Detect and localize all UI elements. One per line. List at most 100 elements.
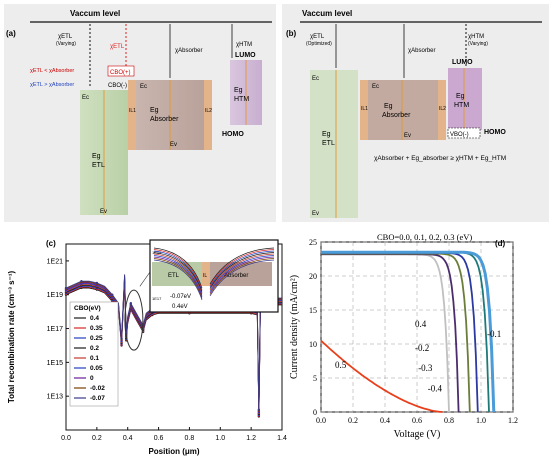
cbo-pos-box bbox=[107, 65, 135, 77]
etl-eg-label: Eg bbox=[92, 153, 101, 160]
lumo-label: LUMO bbox=[235, 52, 256, 59]
y-tick-label: 10 bbox=[309, 340, 317, 349]
etl-ev-label-b: Ev bbox=[312, 211, 319, 217]
x-tick-label: 0.2 bbox=[348, 416, 358, 425]
il2-label: IL2 bbox=[205, 108, 212, 114]
chi-etl-label: χETL bbox=[58, 34, 73, 40]
x-tick-label: 0.8 bbox=[444, 416, 454, 425]
series-point bbox=[129, 301, 132, 305]
etl-name-label: ETL bbox=[92, 162, 105, 169]
series-point bbox=[257, 408, 261, 411]
chi-etl-red-label: χETL bbox=[110, 44, 125, 50]
x-tick-label: 0.8 bbox=[185, 435, 195, 442]
chi-htm-sub-label-b: (Varying) bbox=[468, 41, 488, 47]
x-axis-label: Voltage (V) bbox=[394, 429, 441, 440]
chi-etl-label-b: χETL bbox=[310, 34, 325, 40]
x-tick-label: 0.2 bbox=[92, 435, 102, 442]
etl-ev-label: Ev bbox=[100, 209, 107, 215]
inset-series-line bbox=[153, 256, 275, 298]
y-axis-label: Current density (mA/cm²) bbox=[289, 275, 300, 379]
absorber-block-b bbox=[368, 80, 438, 140]
inset-il-region bbox=[202, 262, 210, 286]
curve-label: -0.2 bbox=[415, 343, 429, 353]
inset-series-line bbox=[153, 253, 275, 295]
legend-entry: 0.35 bbox=[90, 325, 103, 332]
legend-entry: 0.2 bbox=[90, 345, 99, 352]
homo-label-b: HOMO bbox=[484, 129, 506, 136]
legend-entry: -0.02 bbox=[90, 385, 105, 392]
lumo-label-b: LUMO bbox=[452, 59, 473, 66]
series-point bbox=[64, 286, 68, 290]
series-point bbox=[111, 293, 114, 296]
curve-label: 0.5 bbox=[335, 360, 347, 370]
legend-entry: 0.25 bbox=[90, 335, 103, 342]
htm-block-b bbox=[448, 68, 482, 130]
y-tick-label: 25 bbox=[309, 238, 317, 247]
chi-absorber-label: χAbsorber bbox=[175, 48, 203, 54]
chi-etl-sub-label: (Varying) bbox=[56, 41, 76, 47]
inset-series-line bbox=[153, 250, 275, 292]
inset-absorber-label: Absorber bbox=[224, 273, 248, 279]
x-tick-label: 0.4 bbox=[123, 435, 133, 442]
y-tick-label: 1E15 bbox=[47, 360, 63, 367]
htm-eg-label: Eg bbox=[234, 87, 243, 94]
legend-title: CBO(eV) bbox=[74, 305, 101, 312]
series-point bbox=[80, 280, 83, 283]
inset-series-line bbox=[153, 255, 275, 296]
series-point bbox=[120, 337, 123, 340]
chi-htm-label: χHTM bbox=[236, 42, 252, 48]
x-tick-label: 0.4 bbox=[380, 416, 390, 425]
curve-label: -0.4 bbox=[428, 384, 443, 394]
inset-series-line bbox=[153, 247, 275, 289]
inset-series-line bbox=[153, 258, 275, 299]
y-tick-label: 15 bbox=[309, 306, 317, 315]
htm-eg-label-b: Eg bbox=[456, 93, 465, 100]
x-tick-label: 1.2 bbox=[246, 435, 256, 442]
inset-series-line bbox=[153, 259, 275, 301]
vacuum-level-label-b: Vaccum level bbox=[302, 9, 352, 18]
legend-entry: 0.05 bbox=[90, 365, 103, 372]
absorber-ev-label: Ev bbox=[170, 142, 177, 148]
x-tick-label: 1.4 bbox=[277, 435, 287, 442]
cbo-header-label: CBO=0.0, 0.1, 0.2, 0.3 (eV) bbox=[377, 232, 472, 242]
inset-series-line bbox=[153, 249, 275, 290]
absorber-name-label: Absorber bbox=[150, 116, 179, 123]
etl-eg-label-b: Eg bbox=[322, 131, 331, 138]
jv-series-line bbox=[320, 339, 443, 413]
series-point bbox=[95, 281, 99, 285]
legend-box bbox=[69, 301, 119, 407]
il1-label-b: IL1 bbox=[361, 106, 368, 112]
x-tick-label: 0.6 bbox=[154, 435, 164, 442]
y-tick-label: 0 bbox=[313, 408, 317, 417]
absorber-ev-label-b: Ev bbox=[404, 133, 411, 139]
x-tick-label: 1.0 bbox=[476, 416, 486, 425]
legend-entry: 0.4 bbox=[90, 315, 99, 322]
x-tick-label: 0.0 bbox=[316, 416, 326, 425]
vbo-label: VBO(-) bbox=[450, 132, 469, 138]
inset-etl-label: ETL bbox=[168, 273, 180, 279]
highlight-ellipse bbox=[124, 289, 144, 351]
curve-label: 0.4 bbox=[415, 319, 427, 329]
panel-d-letter: (d) bbox=[495, 239, 506, 248]
absorber-eg-label-b: Eg bbox=[384, 103, 393, 110]
absorber-name-label-b: Absorber bbox=[382, 112, 411, 119]
legend-entry: -0.07 bbox=[90, 395, 105, 402]
vacuum-level-label: Vaccum level bbox=[70, 9, 120, 18]
inset-annotation-1: -0.07eV bbox=[170, 294, 191, 300]
y-axis-label: Total recombination rate (cm⁻³ s⁻¹) bbox=[7, 271, 16, 404]
panel-c-letter: (c) bbox=[46, 239, 56, 248]
jv-series-line bbox=[321, 250, 496, 413]
y-tick-label: 5 bbox=[313, 374, 317, 383]
x-tick-label: 1.0 bbox=[215, 435, 225, 442]
legend-entry: 0 bbox=[90, 375, 94, 382]
inset-connector bbox=[139, 271, 151, 287]
cbo-neg-equation: χETL > χAbsorber bbox=[30, 82, 74, 88]
chi-absorber-label-b: χAbsorber bbox=[408, 48, 436, 54]
inset-ytick: 1E17 bbox=[152, 296, 162, 301]
inset-series-line bbox=[153, 252, 275, 293]
interface-layer-2-b bbox=[438, 80, 446, 140]
inset-ytick: 1E19 bbox=[152, 250, 162, 255]
jv-curve-chart: 0.0 0.2 0.4 0.6 0.8 1.0 1.2 0 5 10 15 20 25 Voltage (… bbox=[289, 232, 518, 440]
homo-label: HOMO bbox=[222, 131, 244, 138]
y-tick-label: 20 bbox=[309, 272, 317, 281]
